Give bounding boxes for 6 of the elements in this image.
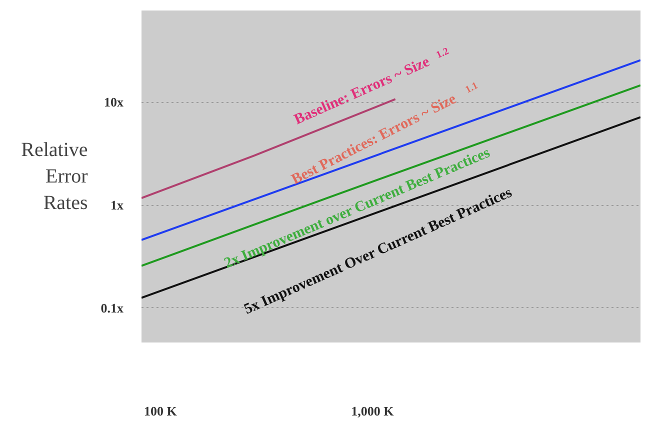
x-tick-label: 1,000 K: [351, 404, 395, 418]
y-axis-title: Relative Error Rates: [21, 139, 88, 214]
y-tick-label: 0.1x: [100, 300, 124, 316]
x-tick-label: 100 K: [144, 404, 178, 418]
y-tick-label: 10x: [104, 94, 124, 110]
y-tick-label: 1x: [110, 198, 124, 213]
